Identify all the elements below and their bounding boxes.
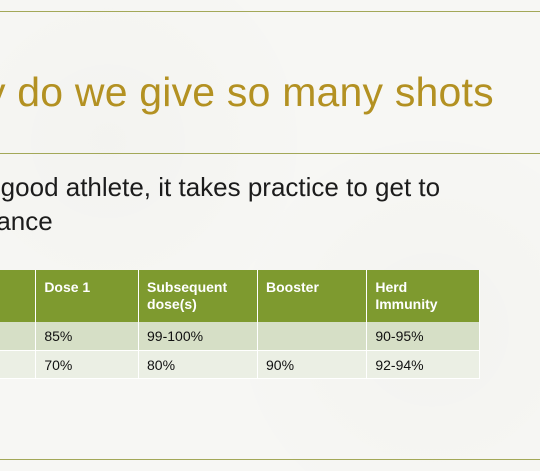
top-divider [0, 11, 540, 12]
body-text: ny good athlete, it takes practice to ge… [0, 170, 540, 238]
table-cell: 90% [257, 350, 368, 379]
table-header-row: e Dose 1 Subsequent dose(s) Booster Herd… [0, 270, 480, 322]
vaccine-table: e Dose 1 Subsequent dose(s) Booster Herd… [0, 270, 480, 379]
table-cell: sis [0, 350, 37, 379]
table-cell: 90-95% [366, 322, 480, 351]
table-cell: s [0, 322, 37, 351]
table-cell: 85% [35, 322, 140, 351]
header-herd-immunity: Herd Immunity [366, 270, 480, 322]
table-cell: 70% [35, 350, 140, 379]
table-cell: 92-94% [366, 350, 480, 379]
header-booster: Booster [257, 270, 368, 322]
header-vaccine: e [0, 270, 37, 322]
table-row: s 85% 99-100% 90-95% [0, 322, 480, 351]
table-cell [257, 322, 368, 351]
table-cell: 99-100% [138, 322, 258, 351]
header-dose-1: Dose 1 [35, 270, 140, 322]
header-subsequent-doses: Subsequent dose(s) [138, 270, 258, 322]
table-cell: 80% [138, 350, 258, 379]
body-line-2: rmance [0, 206, 53, 236]
title-divider [0, 153, 540, 154]
table-row: sis 70% 80% 90% 92-94% [0, 350, 480, 379]
bottom-divider [0, 459, 540, 460]
body-line-1: ny good athlete, it takes practice to ge… [0, 172, 441, 202]
slide-title: hy do we give so many shots [0, 69, 494, 115]
